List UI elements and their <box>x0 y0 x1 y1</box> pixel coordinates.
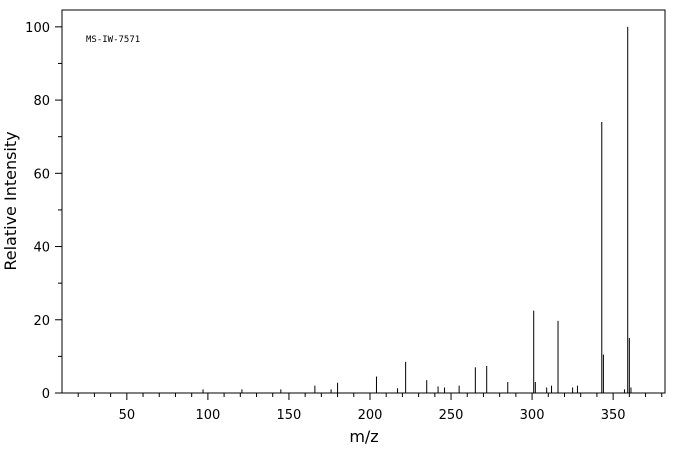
y-tick-label: 100 <box>25 21 50 36</box>
x-tick-label: 200 <box>358 408 383 423</box>
y-tick-label: 0 <box>42 387 50 402</box>
x-tick-label: 150 <box>277 408 302 423</box>
x-axis-label: m/z <box>349 427 378 446</box>
y-tick-label: 80 <box>33 94 50 109</box>
x-tick-label: 350 <box>601 408 626 423</box>
x-tick-label: 300 <box>520 408 545 423</box>
x-tick-label: 100 <box>195 408 220 423</box>
y-axis-label: Relative Intensity <box>1 131 20 270</box>
x-tick-label: 250 <box>439 408 464 423</box>
y-tick-label: 60 <box>33 167 50 182</box>
plot-frame <box>61 9 666 394</box>
annotation: MS-IW-7571 <box>86 35 140 45</box>
y-tick-label: 20 <box>33 314 50 329</box>
x-tick-label: 50 <box>119 408 136 423</box>
y-tick-label: 40 <box>33 241 50 256</box>
